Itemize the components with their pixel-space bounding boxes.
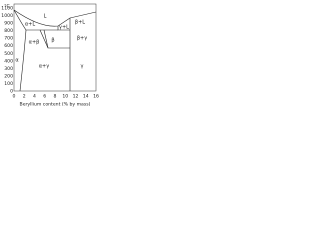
phase-diagram: °C Beryllium content (% by mass) 1100100… xyxy=(1,3,99,108)
y-tick-label: 300 xyxy=(4,66,13,72)
alpha-solvus xyxy=(19,29,27,92)
y-tick-label: 900 xyxy=(4,21,13,27)
region-label: γ xyxy=(81,64,84,70)
solidus xyxy=(13,9,58,31)
region-label: β+γ xyxy=(77,36,87,42)
region-label: α+L xyxy=(25,22,35,28)
y-tick-label: 500 xyxy=(4,51,13,57)
y-tick-label: 700 xyxy=(4,36,13,42)
y-tick-label: 800 xyxy=(4,28,13,34)
region-label: γ+L xyxy=(59,25,69,31)
region-label: α+γ xyxy=(39,64,49,70)
y-tick-label: 1100 xyxy=(1,6,13,12)
region-label: β xyxy=(51,38,54,44)
x-tick-label: 16 xyxy=(93,94,99,100)
region-label: L xyxy=(44,14,47,20)
y-tick-label: 400 xyxy=(4,58,13,64)
x-tick-label: 12 xyxy=(73,94,79,100)
beta-boundary xyxy=(43,29,70,49)
x-tick-label: 4 xyxy=(33,94,36,100)
x-tick-label: 2 xyxy=(23,94,26,100)
peritectic xyxy=(57,26,70,31)
y-tick-label: 600 xyxy=(4,43,13,49)
phase-curves xyxy=(13,9,97,92)
x-axis-label: Beryllium content (% by mass) xyxy=(20,102,91,108)
y-tick-label: 0 xyxy=(10,89,13,95)
x-tick-label: 10 xyxy=(62,94,68,100)
region-label: α xyxy=(15,58,19,64)
y-tick-label: 100 xyxy=(4,81,13,87)
region-label: β+L xyxy=(75,20,85,26)
x-tick-label: 8 xyxy=(54,94,57,100)
x-tick-label: 6 xyxy=(43,94,46,100)
y-unit: °C xyxy=(4,4,10,10)
x-tick-label: 14 xyxy=(83,94,89,100)
beta-left xyxy=(39,29,49,49)
y-tick-label: 200 xyxy=(4,73,13,79)
x-tick-label: 0 xyxy=(13,94,16,100)
plot-frame xyxy=(13,3,97,92)
y-tick-label: 1000 xyxy=(1,13,13,19)
region-label: α+β xyxy=(29,40,40,46)
